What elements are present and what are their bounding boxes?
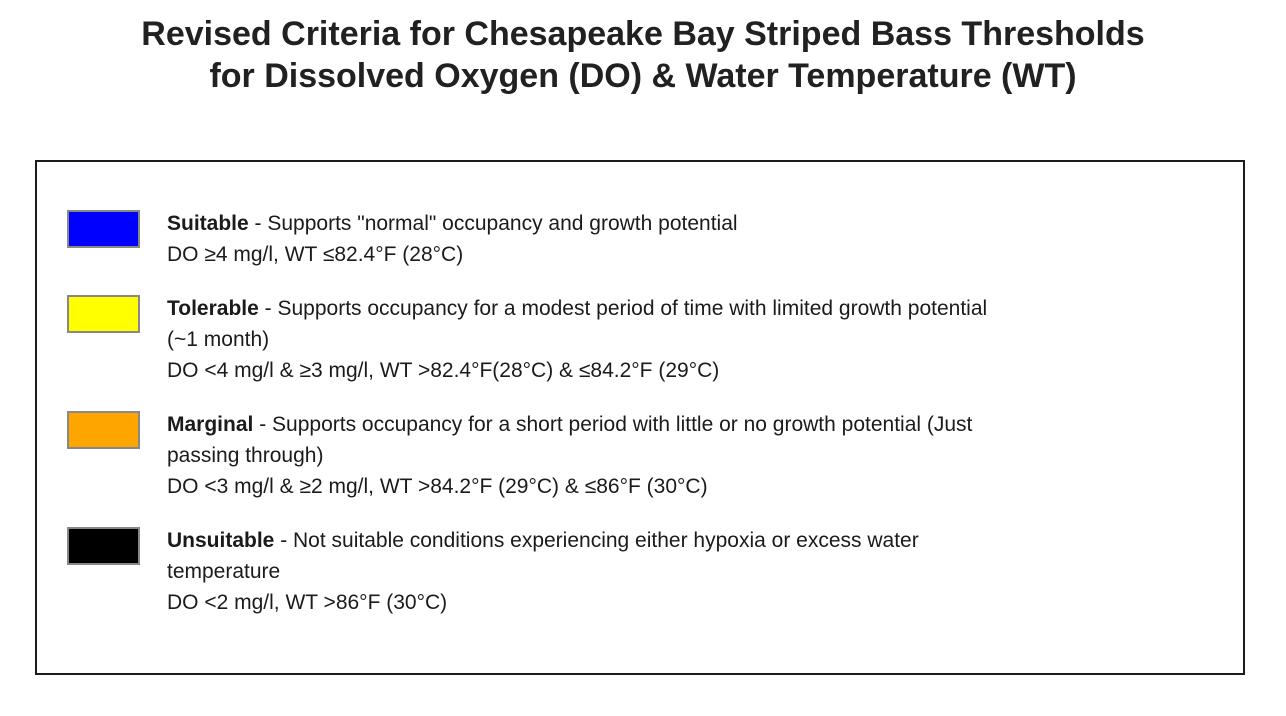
legend-item-unsuitable: Unsuitable - Not suitable conditions exp… [67,525,1231,618]
suitable-color-swatch [67,210,140,248]
legend-item-criteria: DO <3 mg/l & ≥2 mg/l, WT >84.2°F (29°C) … [167,475,708,498]
legend-item-description: Marginal - Supports occupancy for a shor… [167,409,972,440]
legend-item-name: Unsuitable [167,529,275,552]
legend-item-suitable: Suitable - Supports "normal" occupancy a… [67,208,1231,270]
legend-item-description-cont: passing through) [167,444,324,467]
marginal-color-swatch [67,411,140,449]
legend-item-description: Tolerable - Supports occupancy for a mod… [167,293,987,324]
legend-item-criteria: DO <4 mg/l & ≥3 mg/l, WT >82.4°F(28°C) &… [167,359,720,382]
legend-item-name: Marginal [167,413,254,436]
legend-item-desc-text: - Supports occupancy for a short period … [253,413,973,436]
legend-box: Suitable - Supports "normal" occupancy a… [35,160,1245,675]
legend-item-text: Marginal - Supports occupancy for a shor… [167,409,972,502]
page-title-line-1: Revised Criteria for Chesapeake Bay Stri… [141,15,1145,53]
legend-item-description-cont: (~1 month) [167,328,270,351]
unsuitable-color-swatch [67,527,140,565]
legend-item-text: Suitable - Supports "normal" occupancy a… [167,208,738,270]
legend-item-description: Unsuitable - Not suitable conditions exp… [167,525,919,556]
legend-item-text: Tolerable - Supports occupancy for a mod… [167,293,987,386]
legend-item-marginal: Marginal - Supports occupancy for a shor… [67,409,1231,502]
legend-item-criteria: DO ≥4 mg/l, WT ≤82.4°F (28°C) [167,243,464,266]
legend-item-tolerable: Tolerable - Supports occupancy for a mod… [67,293,1231,386]
legend-item-name: Suitable [167,212,249,235]
legend-entries: Suitable - Supports "normal" occupancy a… [67,208,1231,618]
legend-item-text: Unsuitable - Not suitable conditions exp… [167,525,919,618]
legend-item-desc-text: - Supports occupancy for a modest period… [258,297,988,320]
legend-item-description-cont: temperature [167,560,281,583]
legend-item-criteria: DO <2 mg/l, WT >86°F (30°C) [167,591,448,614]
page-title-line-2: for Dissolved Oxygen (DO) & Water Temper… [209,57,1077,95]
tolerable-color-swatch [67,295,140,333]
legend-item-name: Tolerable [167,297,259,320]
legend-item-desc-text: - Not suitable conditions experiencing e… [274,529,919,552]
legend-item-desc-text: - Supports "normal" occupancy and growth… [248,212,738,235]
legend-item-description: Suitable - Supports "normal" occupancy a… [167,208,738,239]
page-title: Revised Criteria for Chesapeake Bay Stri… [0,13,1286,97]
